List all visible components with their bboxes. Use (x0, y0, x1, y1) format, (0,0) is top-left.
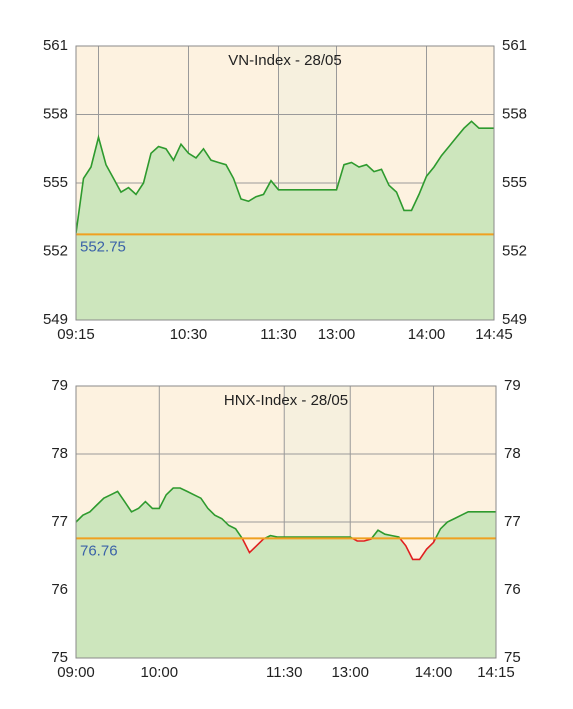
y2-tick-label: 561 (502, 37, 527, 54)
plot-frame (75, 45, 495, 321)
y2-tick-label: 76 (504, 581, 521, 598)
y-tick-label: 552 (43, 242, 68, 259)
x-tick-label: 11:30 (266, 664, 302, 681)
y2-tick-label: 555 (502, 174, 527, 191)
x-tick-label: 14:15 (477, 664, 515, 681)
x-tick-label: 13:00 (331, 664, 369, 681)
y2-tick-label: 552 (502, 242, 527, 259)
y2-tick-label: 78 (504, 445, 521, 462)
x-tick-label: 09:15 (57, 326, 95, 343)
reference-label: 552.75 (80, 238, 126, 255)
chart-title: HNX-Index - 28/05 (224, 392, 348, 409)
y-tick-label: 558 (43, 105, 68, 122)
y-tick-label: 555 (43, 174, 68, 191)
line (76, 120, 494, 234)
y2-tick-label: 549 (502, 311, 527, 328)
y-tick-label: 549 (43, 311, 68, 328)
x-tick-label: 13:00 (318, 326, 356, 343)
x-tick-label: 14:45 (475, 326, 513, 343)
y2-tick-label: 77 (504, 513, 521, 530)
plot-frame (75, 385, 497, 659)
x-tick-label: 09:00 (57, 664, 95, 681)
x-tick-label: 10:00 (141, 664, 179, 681)
x-tick-label: 11:30 (260, 326, 296, 343)
y-tick-label: 79 (51, 377, 68, 394)
area (76, 488, 496, 658)
reference-label: 76.76 (80, 542, 118, 559)
line-below-reference (241, 538, 437, 561)
y-tick-label: 76 (51, 581, 68, 598)
x-tick-label: 10:30 (170, 326, 208, 343)
y-tick-label: 78 (51, 445, 68, 462)
x-tick-label: 14:00 (415, 664, 453, 681)
y-tick-label: 561 (43, 37, 68, 54)
y-tick-label: 75 (51, 649, 68, 666)
x-tick-label: 14:00 (408, 326, 446, 343)
y2-tick-label: 75 (504, 649, 521, 666)
area (76, 121, 494, 320)
y-tick-label: 77 (51, 513, 68, 530)
y2-tick-label: 558 (502, 105, 527, 122)
chart-title: VN-Index - 28/05 (228, 52, 341, 69)
y2-tick-label: 79 (504, 377, 521, 394)
